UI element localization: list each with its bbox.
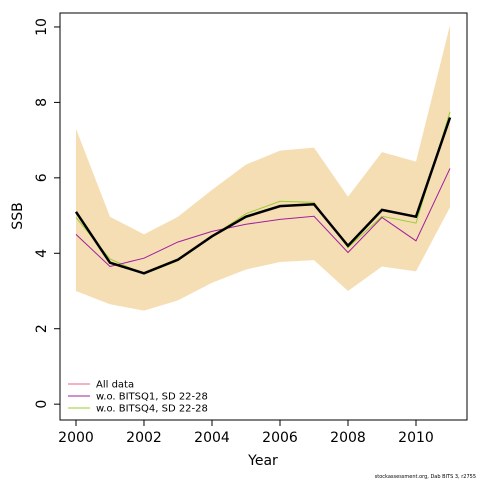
y-tick-label: 4 <box>34 249 50 258</box>
legend-label: All data <box>96 380 134 391</box>
y-tick-label: 10 <box>34 18 50 36</box>
x-tick-label: 2004 <box>194 430 230 446</box>
x-tick-label: 2008 <box>330 430 366 446</box>
y-tick-label: 6 <box>34 173 50 182</box>
footer: stockassessment.org, Dab BITS 3, r2755 <box>375 474 476 480</box>
y-tick-label: 0 <box>34 400 50 409</box>
confidence-band <box>75 25 450 311</box>
y-axis-label: SSB <box>10 202 26 229</box>
series-line <box>74 117 452 275</box>
legend-label: w.o. BITSQ1, SD 22-28 <box>96 392 208 403</box>
x-axis-label: Year <box>247 453 278 469</box>
x-tick-label: 2000 <box>58 430 94 446</box>
y-tick-label: 2 <box>34 324 50 333</box>
legend-label: w.o. BITSQ4, SD 22-28 <box>96 404 208 415</box>
plot-frame <box>59 12 468 421</box>
x-tick-label: 2006 <box>262 430 298 446</box>
series-line <box>75 168 451 268</box>
y-tick-label: 8 <box>34 98 50 107</box>
x-tick-label: 2002 <box>126 430 162 446</box>
x-tick-label: 2010 <box>398 430 434 446</box>
